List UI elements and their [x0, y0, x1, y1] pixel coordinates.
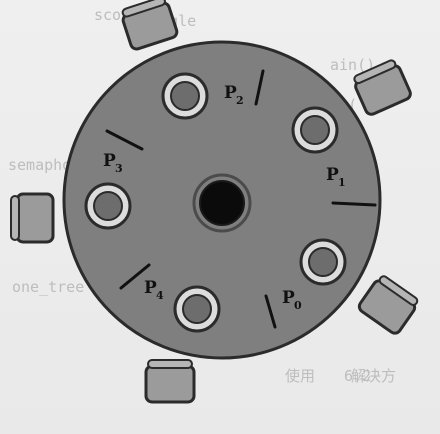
background-text-line-8: 解决方: [351, 367, 396, 385]
center-bowl: [199, 180, 245, 226]
label-p1: P: [326, 165, 339, 185]
background-text-line-6: one_tree: [12, 278, 84, 296]
chair-bottom-right-back: [378, 275, 419, 306]
center-bowl-rim: [192, 173, 252, 233]
chairs: [10, 0, 419, 404]
background-text-line-7: 使用: [285, 367, 315, 385]
utensil-bottom-left: [119, 263, 151, 290]
chair-bottom-back: [147, 359, 193, 369]
plate-right-bottom-inner: [308, 247, 338, 277]
plate-bottom-inner: [182, 294, 212, 324]
background-text-line-9: 6.2: [344, 367, 371, 385]
philosopher-labels: P 2 P 1 P 3 P 4 P 0: [103, 83, 346, 312]
utensil-top: [254, 69, 265, 106]
label-p1-sub: 1: [338, 176, 346, 189]
chair-top-right-back: [353, 59, 397, 85]
chair-bottom-right: [357, 275, 419, 335]
label-p0-sub: 0: [294, 299, 302, 312]
chair-left-back: [10, 195, 20, 241]
plate-top-inner: [170, 81, 200, 111]
label-p3: P: [103, 151, 116, 171]
plate-left: [84, 182, 132, 230]
plate-right-bottom: [299, 238, 347, 286]
label-p2: P: [224, 83, 237, 103]
utensil-right: [331, 201, 377, 207]
label-p0: P: [282, 288, 295, 308]
chair-left-seat: [15, 192, 55, 244]
chair-top: [121, 0, 179, 51]
plate-top-right-inner: [300, 115, 330, 145]
utensil-bottom: [264, 294, 277, 329]
chair-bottom: [144, 359, 196, 404]
label-p3-sub: 3: [115, 162, 123, 175]
background-text-line-3: ain(): [330, 56, 375, 74]
utensils: [105, 69, 377, 329]
label-p4: P: [144, 278, 157, 298]
chair-top-right: [353, 59, 412, 116]
chair-left: [10, 192, 55, 244]
utensil-left-top: [105, 129, 144, 151]
plate-top: [161, 72, 209, 120]
chair-top-back: [121, 0, 166, 18]
plate-left-inner: [93, 191, 123, 221]
plate-bottom: [173, 285, 221, 333]
label-p4-sub: 4: [156, 289, 164, 302]
label-p2-sub: 2: [236, 94, 244, 107]
plates: [84, 72, 347, 333]
chair-bottom-seat: [144, 364, 196, 404]
plate-top-right: [291, 106, 339, 154]
